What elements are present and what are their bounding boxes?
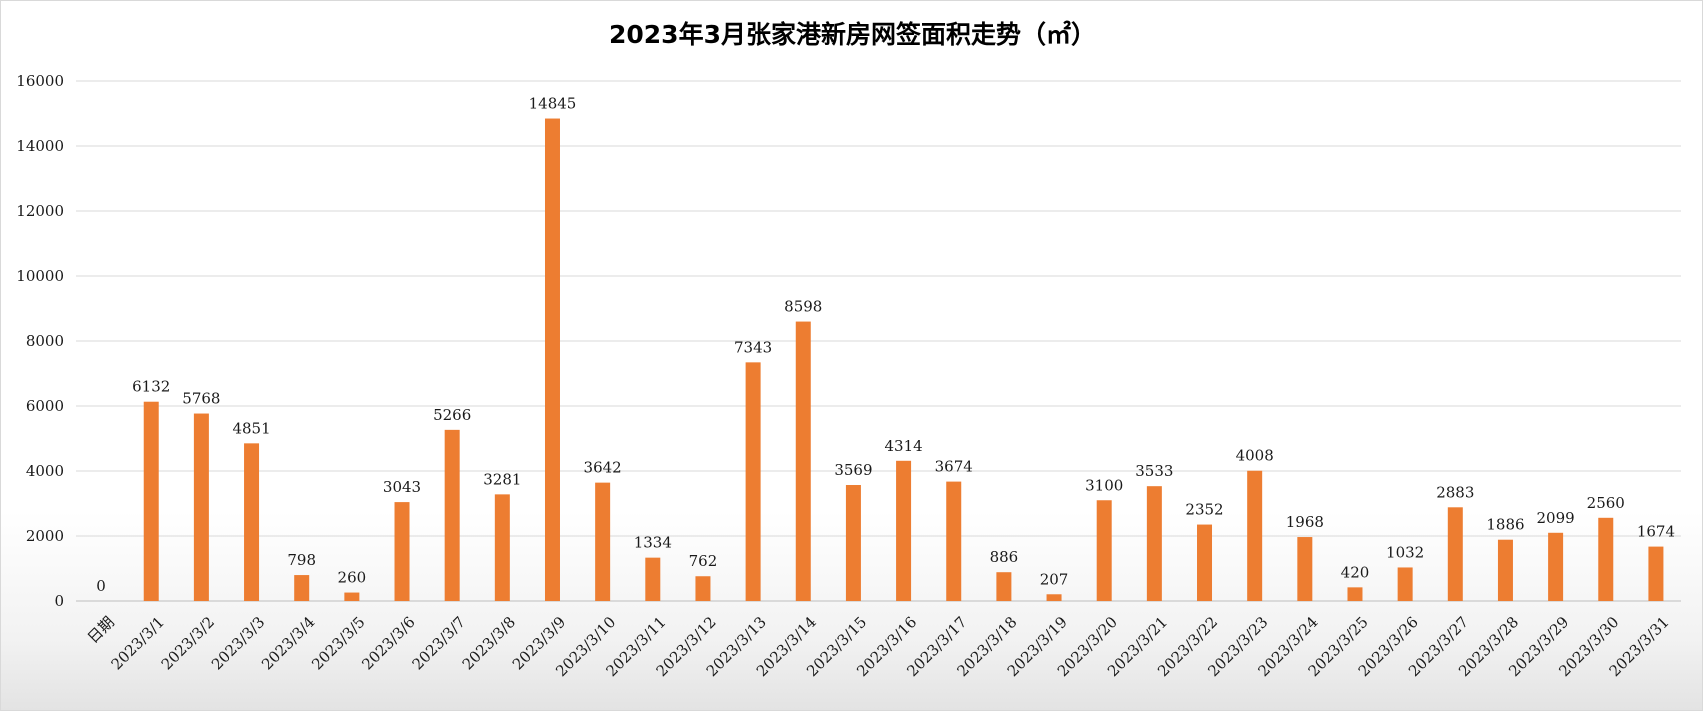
- x-tick-label: 2023/3/8: [459, 613, 519, 673]
- data-label: 3100: [1085, 476, 1123, 494]
- data-label: 3569: [834, 461, 872, 479]
- data-label: 1032: [1386, 543, 1424, 561]
- bar: [946, 481, 962, 601]
- x-tick-label: 2023/3/7: [409, 613, 469, 673]
- data-label: 4314: [884, 437, 922, 455]
- data-label: 3674: [935, 458, 973, 476]
- data-label: 1334: [634, 534, 672, 552]
- x-tick-label: 日期: [84, 613, 118, 647]
- data-label: 207: [1040, 570, 1069, 588]
- data-label: 1886: [1486, 516, 1524, 534]
- data-label: 1674: [1637, 523, 1675, 541]
- data-label: 0: [96, 577, 106, 595]
- data-label: 3533: [1135, 462, 1173, 480]
- y-tick-label: 0: [54, 592, 64, 610]
- x-tick-label: 2023/3/4: [258, 613, 318, 673]
- data-label: 4851: [232, 419, 270, 437]
- y-tick-label: 4000: [26, 462, 64, 480]
- chart-title: 2023年3月张家港新房网签面积走势（㎡）: [609, 20, 1096, 49]
- y-axis-tick-labels: 0 2000 4000 6000 8000 10000 12000 14000 16000: [16, 72, 64, 610]
- bar: [896, 460, 912, 601]
- data-label: 8598: [784, 298, 822, 316]
- data-label: 2883: [1436, 483, 1474, 501]
- bar: [695, 576, 711, 601]
- bar: [1347, 587, 1363, 601]
- bar: [1497, 539, 1513, 601]
- y-tick-label: 12000: [16, 202, 64, 220]
- data-label: 1968: [1286, 513, 1324, 531]
- bar: [344, 592, 360, 601]
- bar: [494, 494, 510, 601]
- bar: [1598, 517, 1614, 601]
- data-label: 762: [689, 552, 718, 570]
- data-label: 7343: [734, 338, 772, 356]
- bar: [745, 362, 761, 601]
- y-tick-label: 8000: [26, 332, 64, 350]
- data-label: 2560: [1587, 494, 1625, 512]
- bar: [996, 572, 1012, 601]
- data-label: 5266: [433, 406, 471, 424]
- bar: [1247, 470, 1263, 601]
- data-label: 5768: [182, 390, 220, 408]
- data-label: 4008: [1236, 447, 1274, 465]
- bar: [294, 575, 310, 601]
- x-tick-label: 2023/3/3: [208, 613, 268, 673]
- data-label: 3281: [483, 470, 521, 488]
- data-label: 886: [990, 548, 1019, 566]
- bar: [845, 485, 861, 601]
- bar: [645, 557, 661, 601]
- data-label: 2099: [1537, 509, 1575, 527]
- bar: [595, 482, 611, 601]
- x-tick-label: 2023/3/1: [108, 613, 168, 673]
- data-label: 6132: [132, 378, 170, 396]
- data-label: 3043: [383, 478, 421, 496]
- data-label: 14845: [529, 95, 577, 113]
- gridlines: [76, 80, 1681, 602]
- y-tick-label: 2000: [26, 527, 64, 545]
- bar: [1548, 532, 1564, 601]
- data-label: 260: [338, 569, 367, 587]
- bars: [143, 118, 1664, 601]
- x-tick-label: 2023/3/5: [308, 613, 368, 673]
- data-label: 798: [287, 551, 316, 569]
- x-tick-label: 2023/3/2: [158, 613, 218, 673]
- bar: [1046, 594, 1062, 601]
- bar: [143, 401, 159, 601]
- bar: [1447, 507, 1463, 601]
- data-label: 420: [1341, 563, 1370, 581]
- bar: [394, 502, 410, 601]
- bar: [795, 321, 811, 601]
- x-tick-label: 2023/3/6: [358, 613, 418, 673]
- data-label: 3642: [584, 459, 622, 477]
- bar: [1197, 524, 1213, 601]
- bar: [1648, 546, 1664, 601]
- bar: [444, 429, 460, 601]
- bar: [1096, 500, 1112, 601]
- bar: [1297, 537, 1313, 601]
- bar: [244, 443, 260, 601]
- data-label: 2352: [1185, 501, 1223, 519]
- y-tick-label: 16000: [16, 72, 64, 90]
- bar: [193, 413, 209, 601]
- y-tick-label: 6000: [26, 397, 64, 415]
- x-axis-tick-labels: 日期2023/3/12023/3/22023/3/32023/3/42023/3…: [84, 613, 1673, 680]
- bar: [544, 118, 560, 601]
- bar: [1397, 567, 1413, 601]
- y-tick-label: 10000: [16, 267, 64, 285]
- bar: [1146, 486, 1162, 601]
- y-tick-label: 14000: [16, 137, 64, 155]
- data-labels: 0 6132 5768 4851 798 260 3043 5266 3281 14845 3642…: [96, 95, 1675, 595]
